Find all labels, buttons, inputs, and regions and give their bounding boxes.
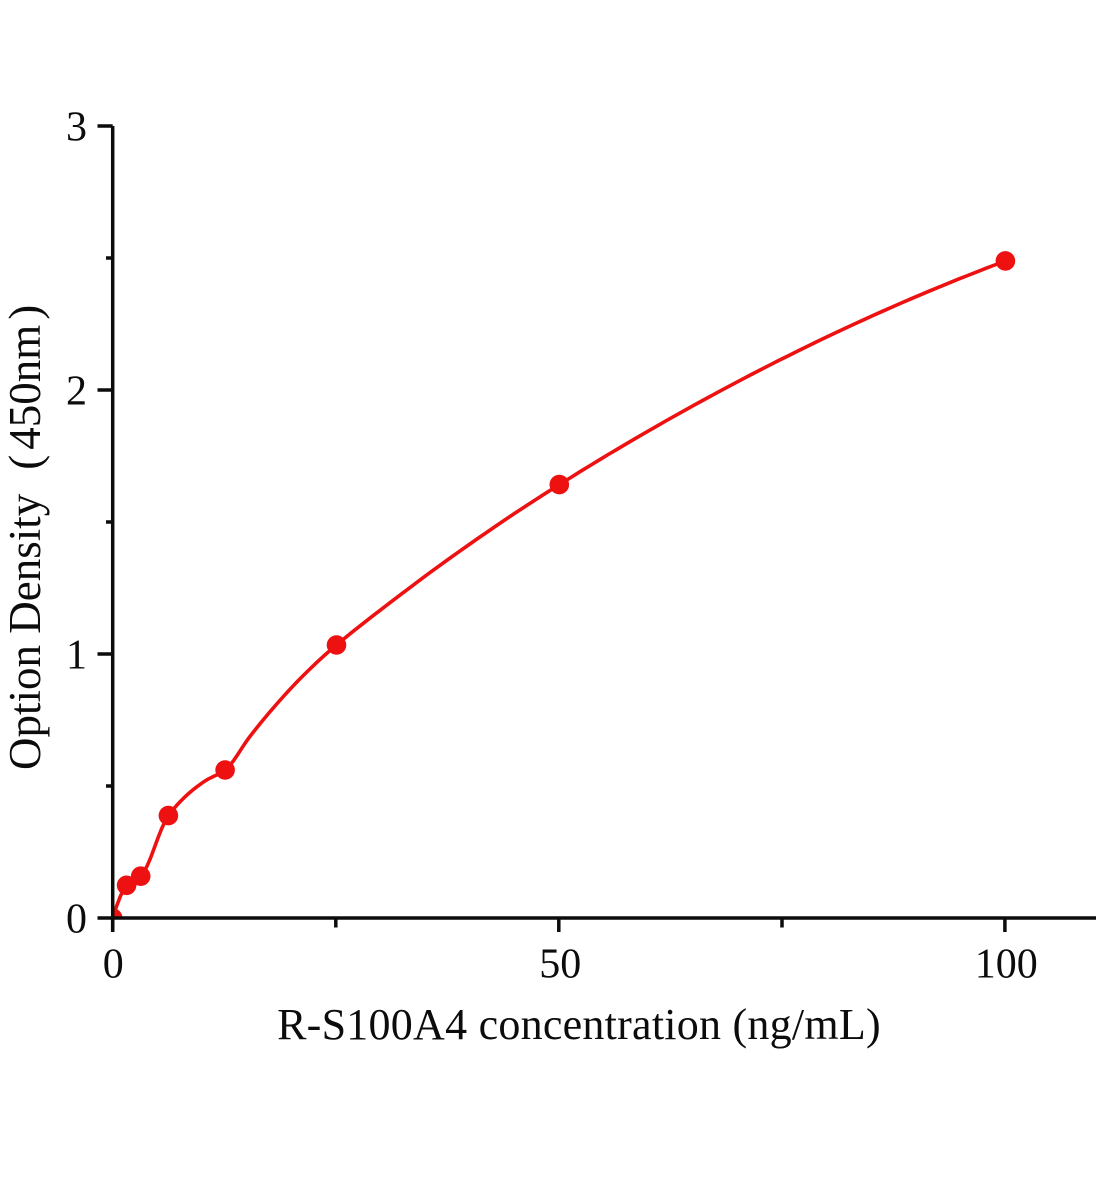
svg-text:2: 2 [66, 369, 87, 415]
svg-text:50: 50 [539, 942, 581, 988]
svg-text:0: 0 [66, 897, 87, 943]
svg-text:Option Density(450nm): Option Density(450nm) [0, 305, 50, 770]
svg-text:R-S100A4 concentration (ng/mL): R-S100A4 concentration (ng/mL) [277, 1000, 881, 1049]
svg-text:3: 3 [66, 105, 87, 151]
svg-text:1: 1 [66, 633, 87, 679]
svg-text:100: 100 [975, 942, 1038, 988]
svg-text:0: 0 [103, 942, 124, 988]
